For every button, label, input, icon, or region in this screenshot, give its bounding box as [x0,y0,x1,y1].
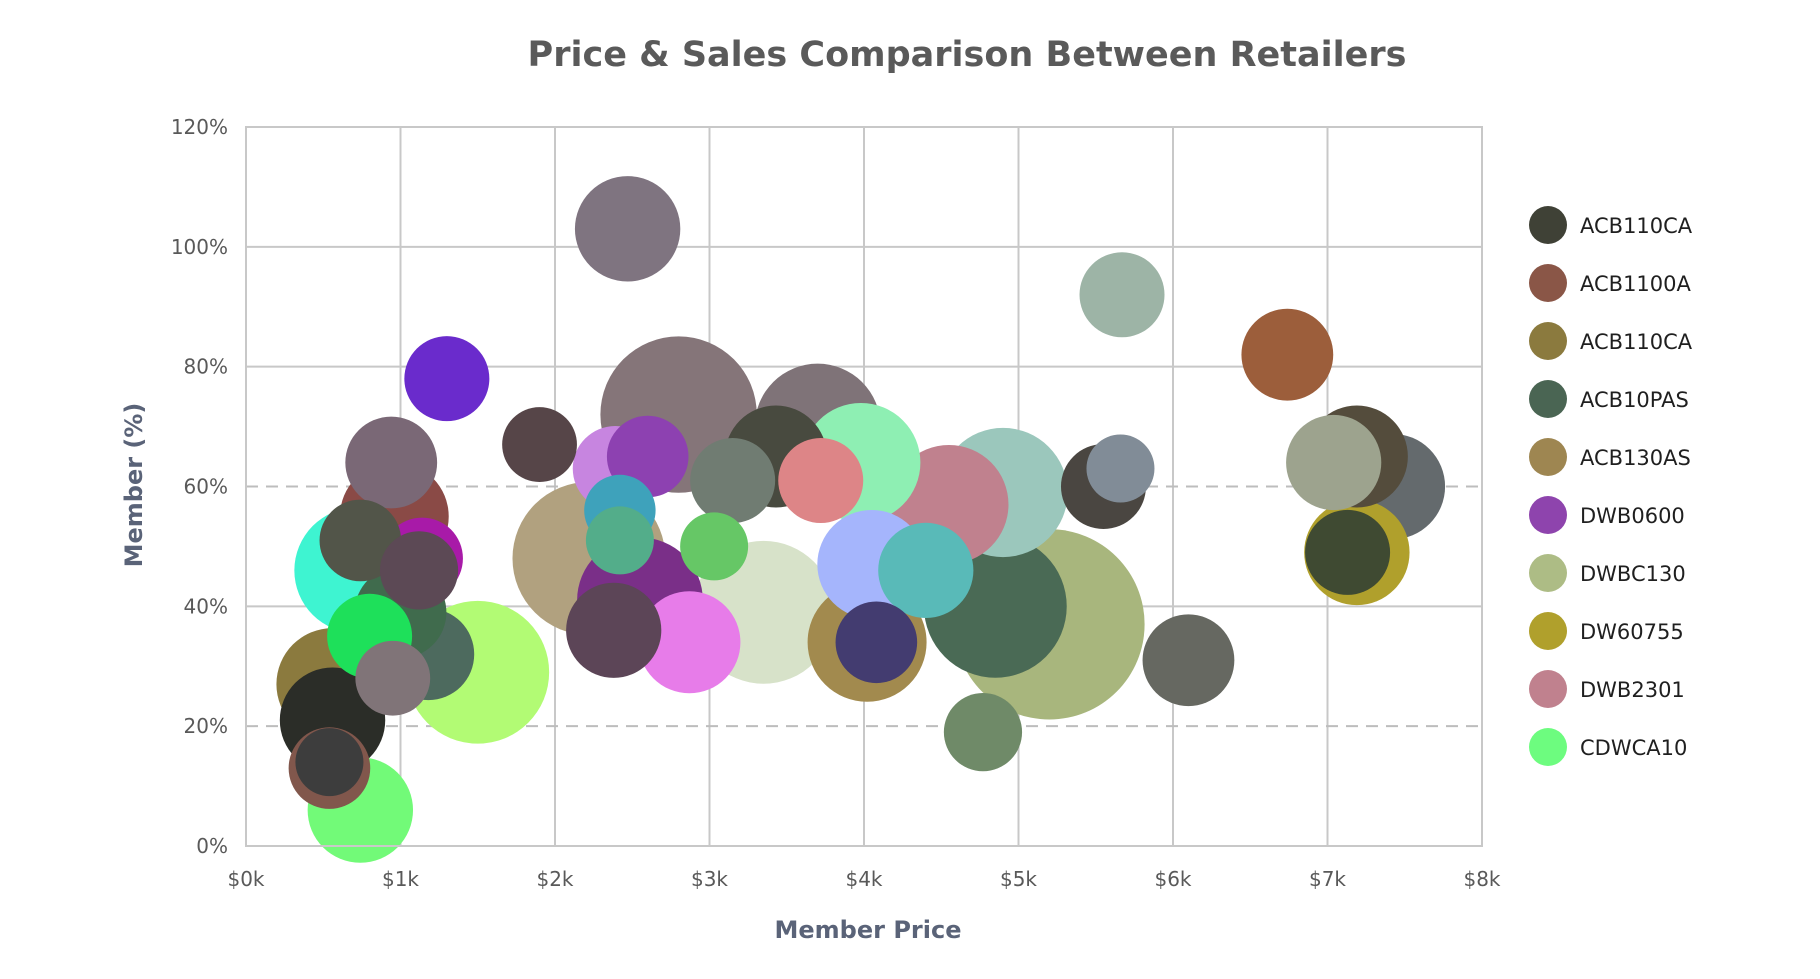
chart-title: Price & Sales Comparison Between Retaile… [528,35,1407,75]
legend-swatch [1529,206,1567,244]
bubble-series [276,176,1446,863]
y-axis-title: Member (%) [120,403,148,568]
legend-swatch [1529,380,1567,418]
legend-swatch [1529,554,1567,592]
y-tick-label: 40% [184,594,228,618]
x-tick-label: $2k [536,867,573,891]
bubble-point [943,693,1023,772]
bubble-point [1079,252,1165,338]
legend-label: ACB10PAS [1580,388,1689,412]
bubble-point [778,438,864,524]
x-tick-label: $1k [382,867,419,891]
plot-area-border [245,126,1483,847]
legend-swatch [1529,438,1567,476]
bubble-point [878,522,974,618]
bubble-point [585,506,654,575]
bubble-point [835,601,918,684]
legend-swatch [1529,322,1567,360]
y-tick-label: 80% [184,355,228,379]
legend-label: DW60755 [1580,620,1684,644]
bubble-point [404,336,490,422]
bubble-point [345,416,438,509]
x-tick-label: $8k [1463,867,1500,891]
bubble-point [638,591,741,694]
bubble-point [1241,308,1334,401]
legend-label: DWB0600 [1580,504,1685,528]
legend-label: CDWCA10 [1580,736,1687,760]
bubble-point [1286,414,1382,511]
x-tick-label: $3k [691,867,728,891]
bubble-point [1142,614,1235,707]
x-tick-label: $4k [845,867,882,891]
x-tick-label: $5k [1000,867,1037,891]
legend-label: ACB1100A [1580,272,1692,296]
y-tick-label: 60% [184,475,228,499]
bubble-point [319,499,402,582]
legend: ACB110CA ACB1100A ACB110CA ACB10PAS ACB130AS… [1529,206,1693,766]
bubble-point [355,640,431,716]
legend-label: DWB2301 [1580,678,1685,702]
y-tick-label: 120% [171,115,228,139]
legend-swatch [1529,612,1567,650]
x-axis-title: Member Price [775,916,962,944]
bubble-point [690,438,776,524]
legend-swatch [1529,670,1567,708]
bubble-point [680,512,749,581]
bubble-point [574,176,681,282]
legend-label: ACB110CA [1580,214,1693,238]
axis-ticks: $0k $1k $2k $3k $4k $5k $6k $7k $8k 0% 20% 40% 60% 80… [171,115,1501,891]
x-tick-label: $6k [1154,867,1191,891]
y-tick-label: 20% [184,714,228,738]
y-tick-label: 0% [196,834,228,858]
legend-swatch [1529,496,1567,534]
bubble-point [295,728,364,797]
y-tick-label: 100% [171,235,228,259]
legend-label: ACB130AS [1580,446,1691,470]
x-tick-label: $0k [227,867,264,891]
bubble-point [1086,434,1155,503]
legend-label: ACB110CA [1580,330,1693,354]
x-tick-label: $7k [1309,867,1346,891]
legend-swatch [1529,728,1567,766]
legend-label: DWBC130 [1580,562,1686,586]
bubble-point [502,407,577,482]
bubble-point [1305,509,1391,595]
bubble-point [379,531,459,610]
bubble-point [566,582,662,678]
legend-swatch [1529,264,1567,302]
